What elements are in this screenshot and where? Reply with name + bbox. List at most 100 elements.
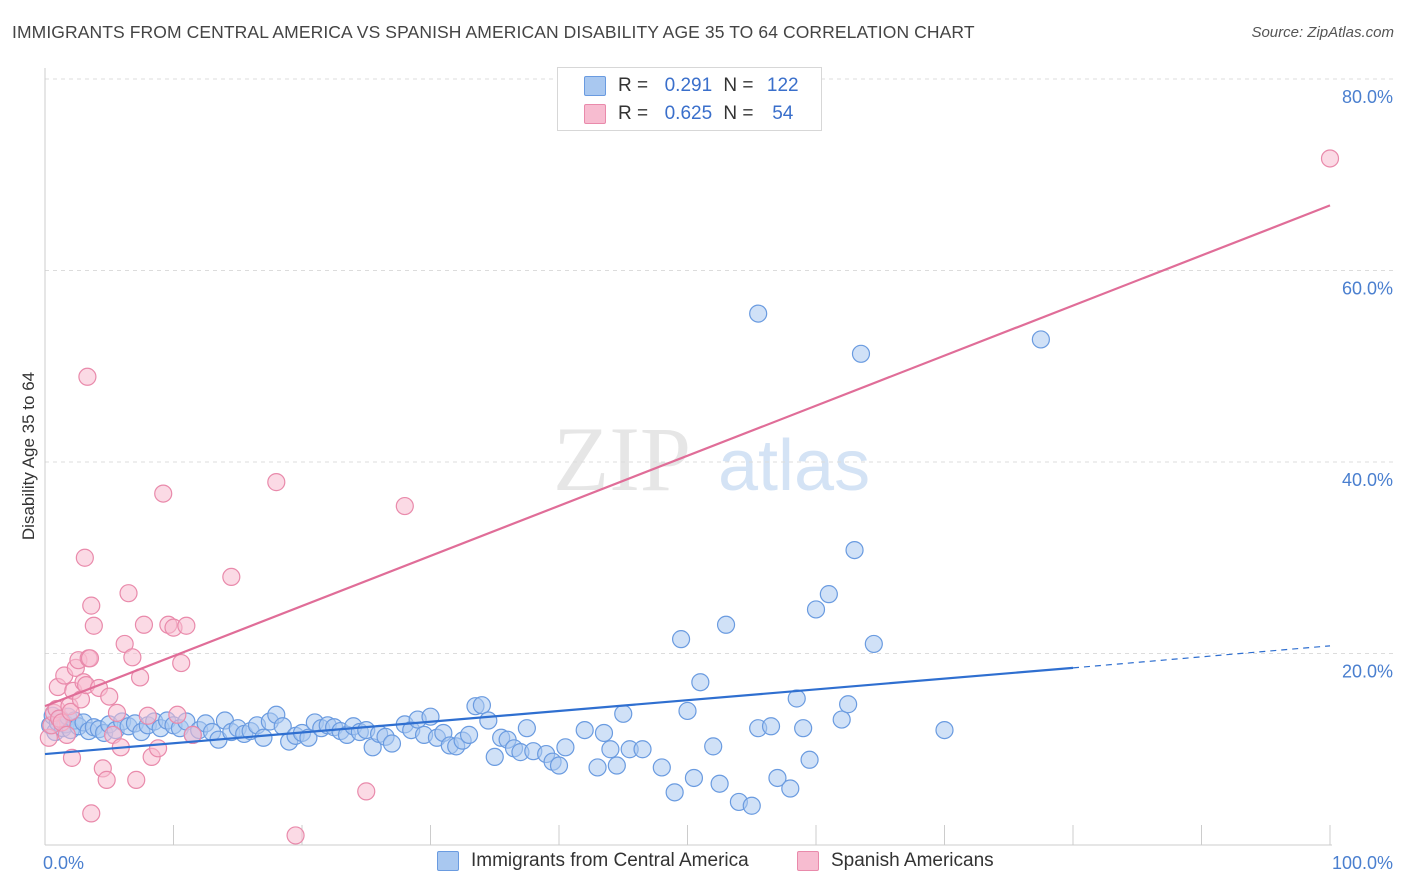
bottom-legend-label: Spanish Americans [831, 850, 994, 871]
data-point [472, 696, 491, 715]
data-point [267, 473, 286, 492]
x-tick-label: 100.0% [1332, 853, 1393, 873]
data-point [832, 710, 851, 729]
data-point [97, 770, 116, 789]
legend-row-pink: R = 0.625 N = 54 [584, 101, 807, 127]
legend-r-value: 0.291 [664, 75, 713, 96]
grid-lines [45, 78, 1395, 654]
data-point [177, 616, 196, 635]
data-point [115, 634, 134, 654]
trend-line [44, 204, 1331, 708]
data-point [183, 725, 202, 744]
legend-n-label: N = [723, 75, 754, 96]
data-point [851, 344, 871, 363]
data-point [80, 649, 100, 668]
data-point [691, 673, 710, 692]
data-point [172, 653, 191, 673]
data-point [57, 725, 76, 744]
data-point [935, 720, 954, 740]
data-point [84, 616, 103, 635]
x-tick-label: 0.0% [43, 853, 84, 873]
legend-swatch-pink [797, 851, 819, 871]
data-point [794, 719, 813, 738]
data-point [716, 615, 736, 634]
trend-line [44, 666, 1074, 756]
data-points [39, 149, 1340, 845]
data-point [61, 702, 80, 722]
legend-swatch-blue [437, 851, 459, 871]
data-point [222, 567, 241, 587]
x-tick-labels: 0.0% 100.0% [43, 853, 1393, 873]
legend-r-value: 0.625 [664, 103, 713, 124]
data-point [556, 738, 575, 757]
data-point [82, 596, 101, 615]
chart-title: IMMIGRANTS FROM CENTRAL AMERICA VS SPANI… [12, 22, 975, 42]
data-point [82, 804, 101, 823]
data-point [806, 600, 826, 619]
data-point [614, 704, 633, 723]
legend-swatch-blue [584, 76, 606, 96]
data-point [819, 585, 838, 604]
legend-n-value: 122 [766, 75, 799, 96]
data-point [594, 723, 614, 743]
data-point [382, 734, 402, 753]
data-point [517, 719, 536, 738]
data-point [286, 826, 305, 845]
data-point [678, 701, 697, 721]
data-point [704, 737, 723, 756]
watermark: ZIP atlas [553, 408, 870, 510]
data-point [168, 705, 187, 724]
data-point [864, 634, 883, 654]
data-point [395, 496, 414, 516]
data-point [665, 783, 684, 802]
watermark-atlas: atlas [718, 426, 870, 506]
y-tick-label: 20.0% [1342, 662, 1393, 682]
data-point [761, 717, 781, 736]
data-point [119, 584, 138, 603]
data-point [710, 774, 729, 793]
bottom-legend-item-spanish-americans: Spanish Americans [797, 850, 994, 872]
data-point [75, 548, 94, 567]
legend-r-label: R = [618, 75, 649, 96]
data-point [800, 750, 819, 769]
y-tick-label: 60.0% [1342, 279, 1393, 299]
data-point [62, 748, 82, 767]
data-point [671, 630, 691, 649]
data-point [123, 648, 142, 667]
data-point [357, 782, 376, 801]
data-point [148, 739, 168, 758]
correlation-legend: R = 0.291 N = 122 R = 0.625 N = 54 [557, 67, 822, 131]
chart-source: Source: ZipAtlas.com [1251, 24, 1394, 41]
data-point [154, 484, 173, 503]
data-point [839, 695, 858, 714]
data-point [1320, 149, 1340, 168]
data-point [459, 725, 479, 744]
data-point [134, 615, 154, 634]
legend-n-label: N = [723, 103, 754, 124]
data-point [299, 728, 318, 747]
data-point [485, 747, 504, 767]
y-tick-label: 80.0% [1342, 87, 1393, 107]
data-point [138, 706, 157, 725]
data-point [588, 758, 607, 777]
data-point [254, 728, 273, 747]
trend-lines [44, 204, 1331, 756]
legend-row-blue: R = 0.291 N = 122 [584, 73, 807, 99]
data-point [78, 367, 97, 386]
trend-line-extension [1072, 645, 1331, 669]
watermark-zip: ZIP [553, 408, 691, 510]
data-point [781, 779, 800, 798]
y-tick-label: 40.0% [1342, 470, 1393, 490]
data-point [107, 703, 127, 722]
data-point [633, 740, 652, 759]
data-point [601, 740, 620, 759]
data-point [684, 768, 704, 788]
bottom-legend-item-central-america: Immigrants from Central America [437, 850, 749, 872]
data-point [100, 687, 119, 706]
data-point [652, 758, 671, 777]
data-point [1031, 330, 1050, 349]
y-tick-labels: 20.0% 40.0% 60.0% 80.0% [1342, 87, 1393, 682]
data-point [768, 768, 787, 788]
data-point [845, 540, 864, 560]
